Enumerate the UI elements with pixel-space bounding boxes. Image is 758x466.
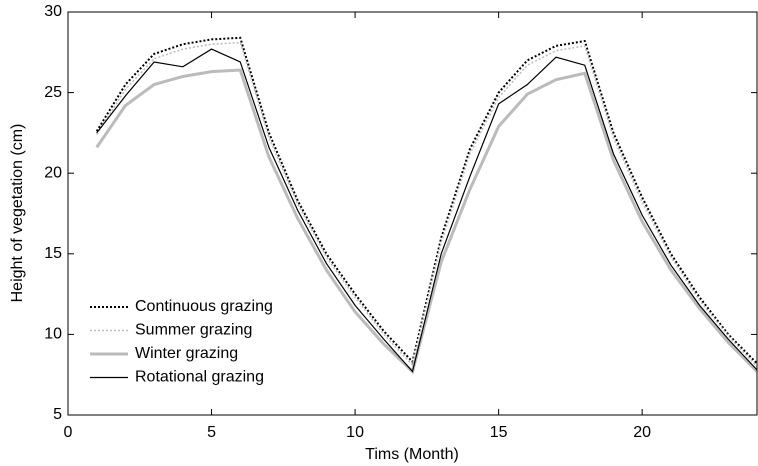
x-tick-label: 20 <box>633 424 651 441</box>
plot-frame <box>67 11 758 416</box>
legend-label: Summer grazing <box>135 322 252 339</box>
y-axis-label: Height of vegetation (cm) <box>9 124 26 303</box>
y-tick-label: 25 <box>44 84 62 101</box>
y-tick-label: 15 <box>44 245 62 262</box>
series-line <box>95 68 758 375</box>
x-tick-label: 15 <box>490 424 508 441</box>
series-line <box>95 36 758 365</box>
x-tick-label: 10 <box>346 424 364 441</box>
series-line <box>96 48 758 373</box>
legend-label: Winter grazing <box>135 345 238 362</box>
legend-label: Continuous grazing <box>135 298 273 315</box>
x-axis-label: Tims (Month) <box>365 446 459 463</box>
legend-label: Rotational grazing <box>135 369 264 386</box>
y-tick-label: 20 <box>44 164 62 181</box>
x-tick-label: 0 <box>64 424 73 441</box>
y-tick-label: 30 <box>44 3 62 20</box>
x-tick-label: 5 <box>207 424 216 441</box>
y-tick-label: 10 <box>44 326 62 343</box>
y-tick-label: 5 <box>53 406 62 423</box>
series-line <box>96 41 758 368</box>
